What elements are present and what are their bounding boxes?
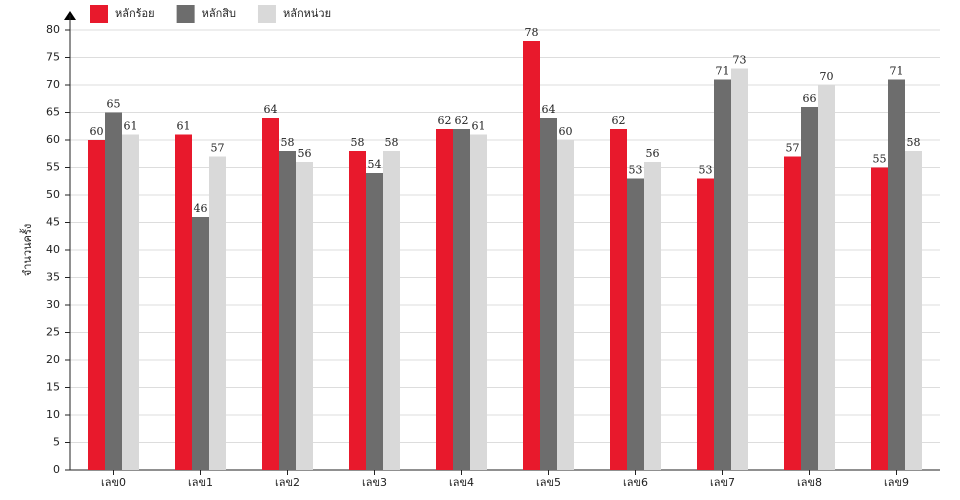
y-tick-label: 0 xyxy=(53,463,60,476)
value-label: 64 xyxy=(542,103,556,116)
y-tick-label: 60 xyxy=(46,133,60,146)
value-label: 65 xyxy=(107,98,121,111)
y-tick-label: 15 xyxy=(46,381,60,394)
value-label: 55 xyxy=(873,153,887,166)
x-tick-label: เลข8 xyxy=(797,476,822,489)
bar xyxy=(436,129,453,470)
value-label: 70 xyxy=(820,70,834,83)
value-label: 73 xyxy=(733,54,747,67)
y-tick-label: 20 xyxy=(46,353,60,366)
bar xyxy=(644,162,661,470)
legend-label: หลักร้อย xyxy=(115,7,155,20)
bar xyxy=(88,140,105,470)
value-label: 64 xyxy=(264,103,278,116)
value-label: 58 xyxy=(907,136,921,149)
legend-label: หลักหน่วย xyxy=(283,7,331,20)
x-tick-label: เลข5 xyxy=(536,476,561,489)
bar xyxy=(888,79,905,470)
value-label: 58 xyxy=(281,136,295,149)
value-label: 71 xyxy=(716,65,730,78)
y-tick-label: 65 xyxy=(46,106,60,119)
bar xyxy=(801,107,818,470)
bar xyxy=(209,156,226,470)
bar xyxy=(523,41,540,470)
value-label: 46 xyxy=(194,202,208,215)
bar xyxy=(818,85,835,470)
x-tick-label: เลข6 xyxy=(623,476,648,489)
x-tick-label: เลข9 xyxy=(884,476,909,489)
y-tick-label: 25 xyxy=(46,326,60,339)
bar xyxy=(262,118,279,470)
value-label: 62 xyxy=(438,114,452,127)
y-tick-label: 50 xyxy=(46,188,60,201)
value-label: 60 xyxy=(559,125,573,138)
x-tick-label: เลข1 xyxy=(188,476,213,489)
value-label: 58 xyxy=(351,136,365,149)
x-tick-label: เลข4 xyxy=(449,476,474,489)
bar xyxy=(871,167,888,470)
value-label: 62 xyxy=(612,114,626,127)
bar xyxy=(105,112,122,470)
x-tick-label: เลข2 xyxy=(275,476,300,489)
value-label: 57 xyxy=(211,142,225,155)
x-tick-label: เลข3 xyxy=(362,476,387,489)
y-tick-label: 75 xyxy=(46,51,60,64)
legend-swatch xyxy=(257,5,276,23)
y-tick-label: 45 xyxy=(46,216,60,229)
y-tick-label: 40 xyxy=(46,243,60,256)
bar xyxy=(627,178,644,470)
bar xyxy=(383,151,400,470)
value-label: 62 xyxy=(455,114,469,127)
bar xyxy=(697,178,714,470)
value-label: 57 xyxy=(786,142,800,155)
bar xyxy=(540,118,557,470)
bar xyxy=(731,68,748,470)
value-label: 58 xyxy=(385,136,399,149)
value-label: 54 xyxy=(368,158,382,171)
y-tick-label: 80 xyxy=(46,23,60,36)
bar xyxy=(557,140,574,470)
bar xyxy=(349,151,366,470)
bar xyxy=(714,79,731,470)
legend-swatch xyxy=(176,5,195,23)
y-tick-label: 35 xyxy=(46,271,60,284)
bar xyxy=(366,173,383,470)
bar xyxy=(784,156,801,470)
y-tick-label: 5 xyxy=(53,436,60,449)
y-axis-label: จำนวนครั้ง xyxy=(19,224,34,276)
bar xyxy=(122,134,139,470)
value-label: 71 xyxy=(890,65,904,78)
value-label: 78 xyxy=(525,26,539,39)
bar xyxy=(453,129,470,470)
bar xyxy=(470,134,487,470)
value-label: 56 xyxy=(298,147,312,160)
bar xyxy=(279,151,296,470)
y-tick-label: 70 xyxy=(46,78,60,91)
value-label: 53 xyxy=(699,164,713,177)
value-label: 61 xyxy=(124,120,138,133)
y-tick-label: 10 xyxy=(46,408,60,421)
y-tick-label: 30 xyxy=(46,298,60,311)
y-tick-label: 55 xyxy=(46,161,60,174)
legend-swatch xyxy=(90,5,108,23)
value-label: 66 xyxy=(803,92,817,105)
bar xyxy=(296,162,313,470)
legend-label: หลักสิบ xyxy=(202,7,236,20)
value-label: 61 xyxy=(472,120,486,133)
value-label: 56 xyxy=(646,147,660,160)
x-tick-label: เลข0 xyxy=(101,476,126,489)
value-label: 53 xyxy=(629,164,643,177)
value-label: 60 xyxy=(90,125,104,138)
bar xyxy=(175,134,192,470)
bar xyxy=(610,129,627,470)
value-label: 61 xyxy=(177,120,191,133)
bar xyxy=(905,151,922,470)
x-tick-label: เลข7 xyxy=(710,476,735,489)
bar xyxy=(192,217,209,470)
